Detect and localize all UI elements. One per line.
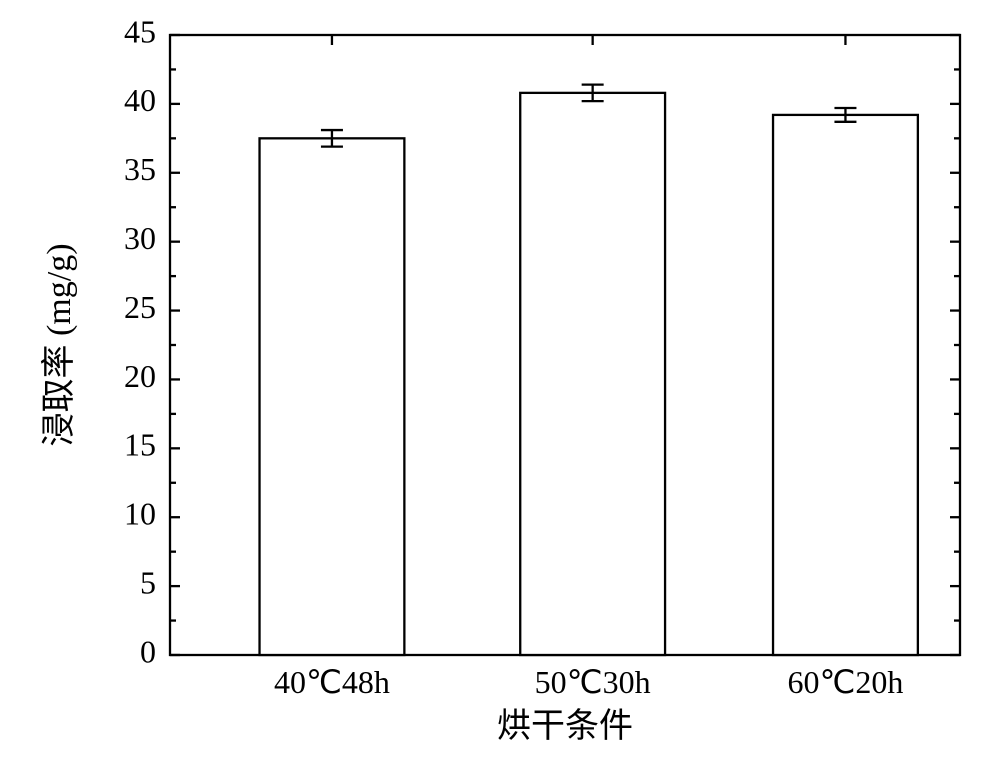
svg-text:40: 40 [124,82,156,118]
x-axis-title: 烘干条件 [497,707,633,745]
svg-text:30: 30 [124,220,156,256]
svg-text:5: 5 [140,564,156,600]
chart-svg: 0 5 10 15 20 25 30 35 40 45 40℃48h 50℃30h 60℃20h 浸取率 … [0,0,1000,779]
svg-text:15: 15 [124,427,156,463]
svg-text:20: 20 [124,358,156,394]
svg-text:45: 45 [124,13,156,49]
svg-text:50℃30h: 50℃30h [535,664,651,700]
svg-text:0: 0 [140,633,156,669]
svg-text:25: 25 [124,289,156,325]
svg-text:40℃48h: 40℃48h [274,664,390,700]
y-axis-title: 浸取率 (mg/g) [40,243,78,446]
svg-text:60℃20h: 60℃20h [787,664,903,700]
svg-text:10: 10 [124,496,156,532]
bar-chart: 0 5 10 15 20 25 30 35 40 45 40℃48h 50℃30h 60℃20h 浸取率 … [0,0,1000,779]
svg-text:35: 35 [124,151,156,187]
